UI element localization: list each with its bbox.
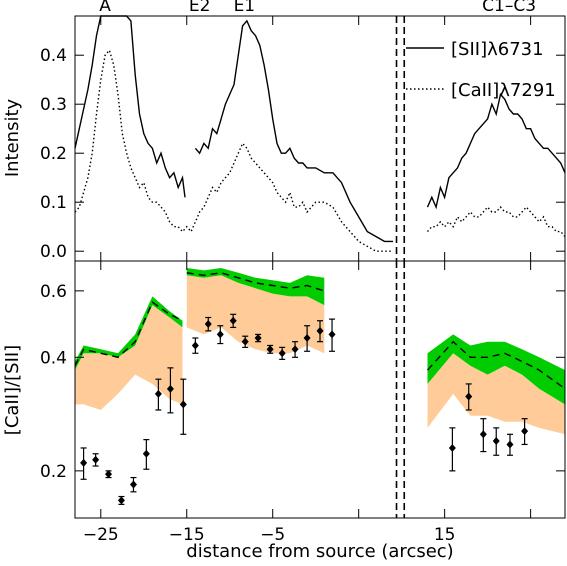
data-point-4 bbox=[129, 480, 137, 489]
top-lines bbox=[74, 15, 566, 252]
dashed-ratio-line-2 bbox=[426, 340, 566, 390]
data-point-24 bbox=[492, 436, 500, 445]
data-point-15 bbox=[266, 345, 274, 354]
y-tick-label: 0.4 bbox=[40, 46, 67, 66]
data-point-11 bbox=[216, 330, 224, 339]
green-band-2 bbox=[427, 334, 565, 405]
data-point-19 bbox=[316, 326, 324, 335]
bottom-plot-frame bbox=[74, 260, 566, 519]
data-point-5 bbox=[142, 449, 150, 458]
x-tick-label: −15 bbox=[169, 525, 205, 545]
data-point-1 bbox=[92, 455, 100, 464]
x-axis-label: distance from source (arcsec) bbox=[186, 541, 453, 562]
data-point-0 bbox=[80, 458, 88, 467]
y-tick-label: 0.0 bbox=[40, 242, 67, 262]
data-point-13 bbox=[241, 337, 249, 346]
y-tick-label: 0.2 bbox=[40, 462, 67, 482]
y-tick-label: 0.1 bbox=[40, 193, 67, 213]
series-line-caii-seg1 bbox=[426, 206, 566, 237]
data-point-16 bbox=[278, 349, 286, 358]
data-point-22 bbox=[465, 392, 473, 401]
orange-band-1 bbox=[186, 275, 325, 354]
feature-label: E2 bbox=[189, 0, 211, 16]
data-point-3 bbox=[117, 496, 125, 505]
series-line-sii-seg2 bbox=[426, 92, 566, 210]
y-tick-label: 0.6 bbox=[40, 282, 67, 302]
data-point-23 bbox=[479, 430, 487, 439]
y-tick-label: 0.3 bbox=[40, 95, 67, 115]
legend: [SII]λ6731 [CaII]λ7291 bbox=[406, 39, 556, 101]
data-point-14 bbox=[254, 334, 262, 343]
green-band-0 bbox=[75, 296, 183, 371]
x-tick-label: −25 bbox=[83, 525, 119, 545]
data-point-10 bbox=[204, 320, 212, 329]
orange-band-0 bbox=[75, 305, 183, 410]
top-panel: 0.0 0.1 0.2 0.3 0.4 A E2 E1 C1–C3 Intensity [SI… bbox=[2, 0, 566, 262]
data-point-20 bbox=[328, 330, 336, 339]
data-point-17 bbox=[291, 345, 299, 354]
x-tick-label: −5 bbox=[260, 525, 285, 545]
bottom-y-axis-label: [CaII]/[SII] bbox=[2, 345, 23, 435]
dashed-ratio-line-0 bbox=[74, 301, 183, 367]
y-tick-label: 0.4 bbox=[40, 348, 67, 368]
data-point-6 bbox=[154, 389, 162, 398]
data-point-9 bbox=[191, 341, 199, 350]
series-line-caii-seg0 bbox=[74, 48, 394, 252]
data-point-26 bbox=[521, 427, 529, 436]
series-line-sii-seg0 bbox=[74, 15, 186, 198]
bottom-bands bbox=[74, 268, 566, 435]
bottom-panel: 0.2 0.4 0.6 −25 −15 −5 15 [CaII]/[SII] distan… bbox=[2, 260, 566, 562]
top-y-axis-label: Intensity bbox=[2, 98, 23, 177]
legend-label-sii: [SII]λ6731 bbox=[451, 39, 544, 60]
feature-label: A bbox=[99, 0, 111, 16]
series-line-sii-seg1 bbox=[194, 19, 394, 243]
data-point-25 bbox=[506, 440, 514, 449]
data-point-7 bbox=[166, 384, 174, 393]
feature-label: C1–C3 bbox=[482, 0, 536, 16]
data-point-12 bbox=[229, 316, 237, 325]
top-feature-labels: A E2 E1 C1–C3 bbox=[99, 0, 536, 16]
bottom-x-ticks: −25 −15 −5 15 bbox=[83, 261, 532, 545]
orange-band-2 bbox=[427, 353, 565, 435]
green-band-1 bbox=[186, 268, 325, 306]
top-y-ticks: 0.0 0.1 0.2 0.3 0.4 bbox=[40, 16, 565, 262]
x-tick-label: 15 bbox=[434, 525, 456, 545]
bottom-vlines bbox=[395, 261, 406, 518]
legend-label-caii: [CaII]λ7291 bbox=[451, 80, 556, 101]
top-vlines bbox=[395, 16, 406, 261]
data-point-8 bbox=[179, 400, 187, 409]
bottom-points bbox=[80, 313, 529, 505]
data-point-18 bbox=[303, 334, 311, 343]
feature-label: E1 bbox=[234, 0, 256, 16]
data-point-21 bbox=[448, 443, 456, 452]
data-point-2 bbox=[105, 470, 113, 479]
bottom-y-ticks: 0.2 0.4 0.6 bbox=[40, 282, 565, 482]
y-tick-label: 0.2 bbox=[40, 144, 67, 164]
